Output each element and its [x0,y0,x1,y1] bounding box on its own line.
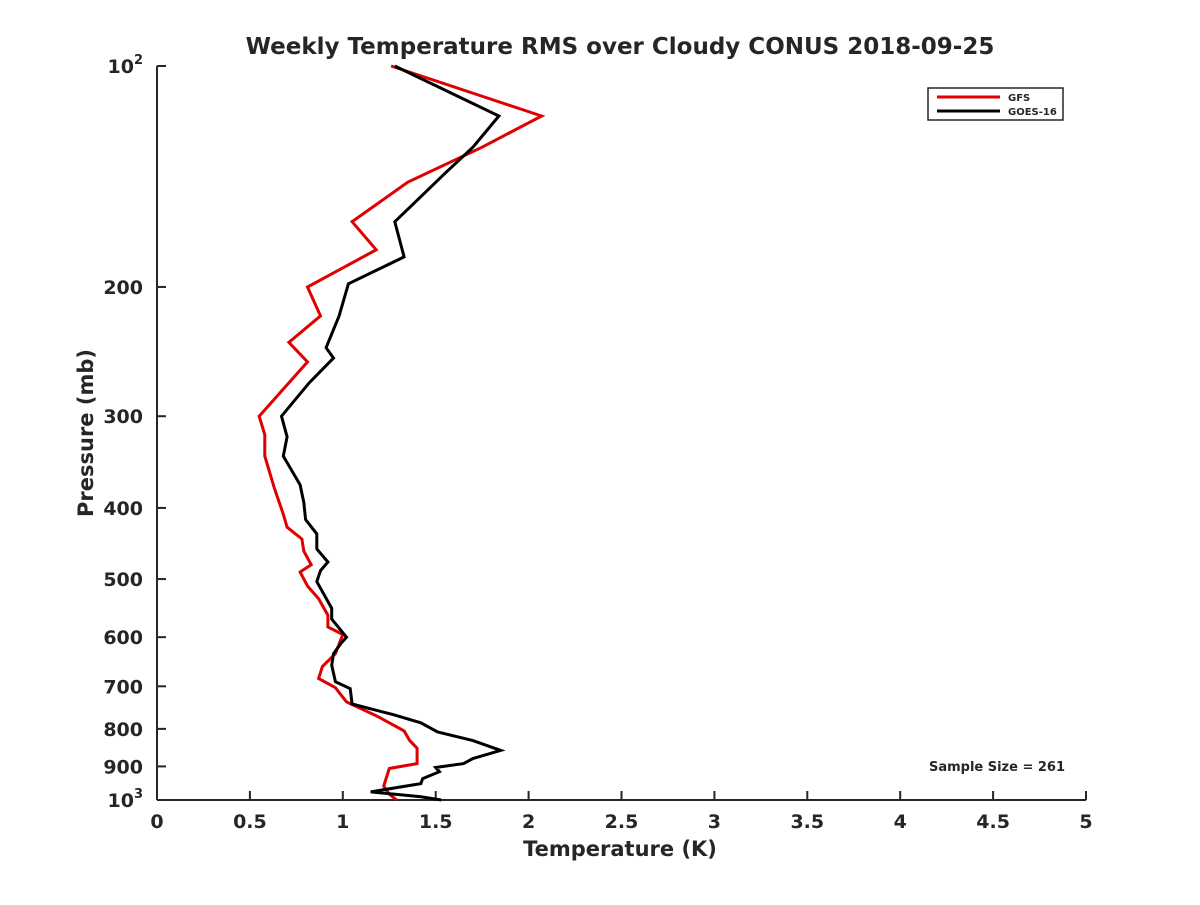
y-tick-label: 103 [108,787,144,812]
x-tick-label: 3 [708,811,721,833]
y-tick-label: 400 [103,498,143,520]
x-tick-label: 1.5 [419,811,453,833]
y-tick-base: 10 [108,790,134,812]
y-tick-label: 500 [103,569,143,591]
legend-label: GFS [1008,93,1030,104]
y-tick-label: 700 [103,676,143,698]
x-tick-label: 3.5 [790,811,824,833]
y-tick-label: 900 [103,756,143,778]
y-tick-label: 600 [103,627,143,649]
data-series [257,64,546,802]
y-tick-label: 102 [108,53,144,78]
x-tick-label: 0 [150,811,163,833]
x-tick-label: 5 [1079,811,1092,833]
x-tick-label: 4 [894,811,907,833]
legend-box [927,87,1064,121]
y-tick-label: 300 [103,406,143,428]
y-axis-label: Pressure (mb) [74,349,98,517]
y-tick-label: 200 [103,277,143,299]
legend-label: GOES-16 [1008,107,1057,118]
sample-size-annotation: Sample Size = 261 [929,760,1065,775]
x-tick-label: 2.5 [605,811,639,833]
x-tick-label: 4.5 [976,811,1010,833]
y-tick-label: 800 [103,719,143,741]
chart-title: Weekly Temperature RMS over Cloudy CONUS… [246,34,995,60]
series-line-goes-16 [279,64,506,802]
x-tick-label: 2 [522,811,535,833]
y-tick-exponent: 3 [134,787,143,802]
x-tick-label: 0.5 [233,811,267,833]
axes [156,66,1086,801]
y-tick-base: 10 [108,56,134,78]
x-axis-ticks: 0 0.5 1 1.5 2 2.5 3 3.5 4 4.5 5 [150,791,1093,833]
x-tick-label: 1 [336,811,349,833]
y-tick-exponent: 2 [134,53,143,68]
legend: GFS GOES-16 [927,87,1064,121]
x-axis-label: Temperature (K) [523,837,717,861]
series-line-gfs [257,64,546,802]
